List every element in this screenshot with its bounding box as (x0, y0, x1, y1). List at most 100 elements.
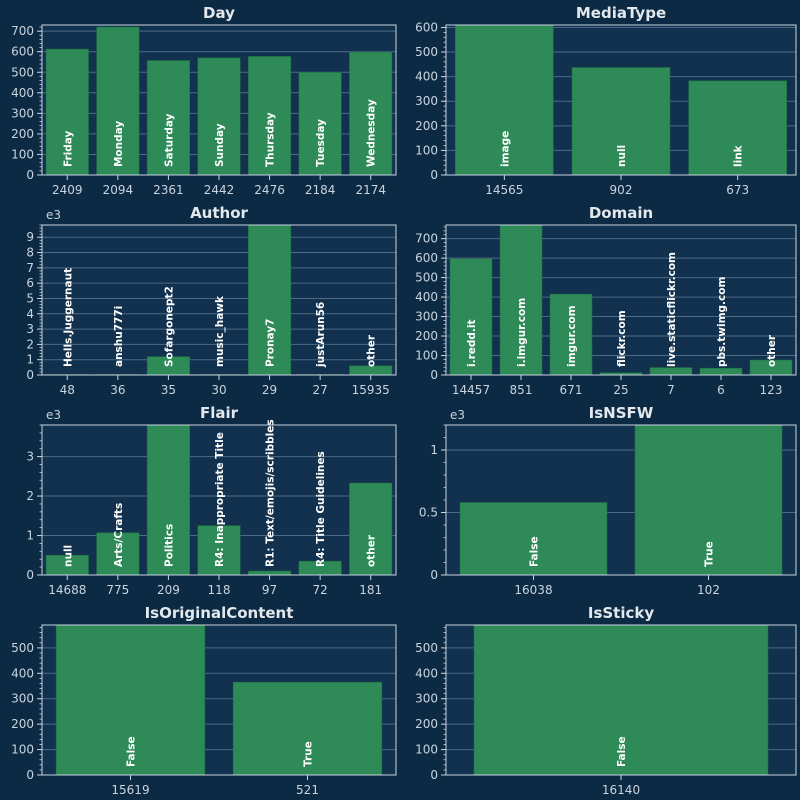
bar-category-label: R4: Title Guidelines (315, 451, 327, 567)
x-tick-label: 123 (760, 383, 783, 397)
bar-category-label: other (366, 534, 378, 567)
chart-title: IsSticky (588, 604, 654, 622)
chart-issticky: IsSticky 0 100 200 300 400 500 False 16140 (415, 604, 797, 797)
x-tick-label: 14688 (48, 583, 86, 597)
y-tick-label: 4 (26, 307, 34, 321)
x-tick-label: 209 (157, 583, 180, 597)
x-tick-label: 2361 (153, 183, 184, 197)
bar-category-label: Thursday (265, 112, 277, 167)
y-tick-label: 300 (415, 310, 438, 324)
y-tick-label: 200 (11, 717, 34, 731)
bar (248, 570, 292, 576)
bar-category-label: Arts/Crafts (113, 503, 125, 567)
x-tick-label: 521 (296, 783, 319, 797)
y-tick-label: 600 (415, 20, 438, 34)
bar-category-label: Pronay7 (265, 319, 277, 367)
y-tick-label: 100 (415, 743, 438, 757)
y-tick-label: 3 (26, 450, 34, 464)
y-tick-label: 0 (26, 568, 34, 582)
x-tick-label: 2094 (103, 183, 134, 197)
bar-category-label: music_hawk (214, 295, 226, 367)
x-tick-label: 14565 (485, 183, 523, 197)
x-tick-label: 15935 (352, 383, 390, 397)
bar-category-label: image (499, 131, 511, 167)
plot-frame (445, 424, 797, 576)
y-tick-label: 700 (415, 232, 438, 246)
chart-domain: Domain 0 100 200 300 400 500 600 700 i.redd.it 144… (415, 204, 797, 397)
bar (248, 56, 292, 176)
y-tick-label: 0 (430, 768, 438, 782)
y-tick-label: 400 (11, 86, 34, 100)
y-tick-label: 1 (26, 353, 34, 367)
y-tick-label: 400 (11, 666, 34, 680)
x-tick-label: 16140 (602, 783, 640, 797)
y-tick-label: 700 (11, 24, 34, 38)
x-tick-label: 7 (667, 383, 675, 397)
bar-category-label: Sunday (214, 123, 226, 167)
x-tick-label: 15619 (111, 783, 149, 797)
chart-isnsfw: IsNSFW e3 0 0.5 1 False 16038 True 102 (419, 404, 797, 597)
bar-category-label: Saturday (163, 113, 175, 167)
bar-category-label: justArun56 (315, 302, 327, 368)
bar-category-label: null (616, 145, 628, 167)
bar-category-label: Monday (113, 121, 125, 167)
x-tick-label: 6 (717, 383, 725, 397)
plot-frame (41, 624, 397, 776)
bar (634, 424, 783, 576)
bar-category-label: False (126, 736, 138, 767)
y-tick-label: 0 (26, 768, 34, 782)
bar-category-label: pbs.twimg.com (716, 277, 728, 367)
bar (499, 224, 543, 376)
y-tick-label: 100 (415, 349, 438, 363)
chart-title: Author (190, 204, 248, 222)
x-tick-label: 35 (161, 383, 176, 397)
bar (699, 367, 743, 376)
y-tick-label: 400 (415, 666, 438, 680)
y-tick-label: 0 (430, 368, 438, 382)
chart-flair: Flair e3 0 1 2 3 null 14688 Arts/Crafts 775 Politi… (26, 404, 397, 597)
bar (45, 48, 89, 176)
x-tick-label: 48 (60, 383, 75, 397)
bar-category-label: other (366, 334, 378, 367)
chart-title: IsNSFW (589, 404, 654, 422)
bar-category-label: flickr.com (616, 310, 628, 367)
bar (55, 624, 206, 776)
y-tick-label: 300 (415, 94, 438, 108)
x-tick-label: 902 (610, 183, 633, 197)
x-tick-label: 29 (262, 383, 277, 397)
y-tick-label: 5 (26, 291, 34, 305)
bar (459, 502, 608, 576)
chart-title: IsOriginalContent (145, 604, 294, 622)
x-tick-label: 2174 (355, 183, 386, 197)
chart-mediatype: MediaType 0 100 200 300 400 500 600 image 14565 nu… (415, 4, 797, 197)
chart-title: Flair (200, 404, 239, 422)
y-tick-label: 500 (11, 65, 34, 79)
y-tick-label: 300 (415, 692, 438, 706)
y-tick-label: 100 (415, 143, 438, 157)
axis-exponent: e3 (450, 408, 465, 422)
bar-category-label: False (529, 536, 541, 567)
bar (298, 71, 342, 176)
y-tick-label: 0 (26, 368, 34, 382)
bar-category-label: Wednesday (366, 99, 378, 167)
y-tick-label: 500 (415, 45, 438, 59)
plot-frame (445, 24, 797, 176)
x-tick-label: 671 (560, 383, 583, 397)
bar-category-label: Friday (62, 130, 74, 167)
bar-category-label: Sofargonept2 (163, 286, 175, 367)
x-tick-label: 16038 (514, 583, 552, 597)
bar-category-label: Hells.Juggernaut (62, 268, 74, 367)
bar-category-label: i.imgur.com (516, 298, 528, 367)
y-tick-label: 500 (415, 641, 438, 655)
y-tick-label: 200 (415, 717, 438, 731)
bar-category-label: link (733, 144, 745, 167)
bar (232, 681, 383, 776)
plot-area (42, 225, 396, 375)
y-tick-label: 8 (26, 246, 34, 260)
bar (549, 293, 593, 376)
x-tick-label: 118 (208, 583, 231, 597)
bar-category-label: anshu777i (113, 306, 125, 367)
y-tick-label: 400 (415, 290, 438, 304)
y-tick-label: 9 (26, 230, 34, 244)
